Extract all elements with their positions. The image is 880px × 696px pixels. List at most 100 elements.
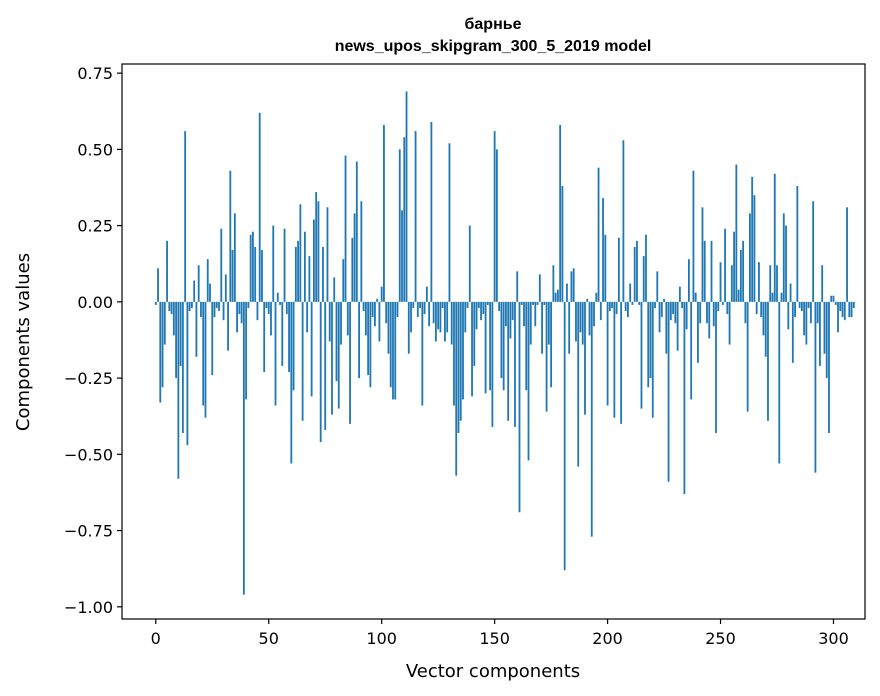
bar-82 [340, 301, 342, 345]
bar-187 [577, 301, 580, 467]
bar-300 [832, 295, 835, 302]
bar-213 [636, 240, 638, 302]
bar-190 [584, 301, 586, 415]
bar-158 [511, 301, 514, 321]
bar-233 [681, 301, 684, 308]
bar-56 [281, 301, 284, 366]
x-tick-label: 200 [592, 629, 623, 648]
bar-116 [416, 301, 419, 318]
bar-107 [396, 301, 399, 318]
bar-167 [532, 301, 534, 305]
bar-254 [728, 301, 731, 345]
y-tick-label: −0.75 [64, 522, 113, 541]
bar-42 [249, 234, 252, 302]
bar-117 [419, 301, 421, 308]
bar-39 [242, 301, 245, 595]
bar-282 [791, 301, 794, 363]
bar-103 [387, 301, 390, 354]
bar-193 [590, 301, 593, 537]
bar-299 [830, 295, 833, 302]
bar-83 [342, 259, 345, 302]
bar-72 [317, 201, 320, 302]
bar-25 [211, 301, 214, 376]
bar-173 [545, 301, 548, 412]
bar-138 [466, 301, 469, 308]
bar-22 [204, 301, 207, 418]
bar-162 [520, 301, 523, 305]
bar-96 [371, 301, 374, 318]
bar-223 [658, 301, 661, 333]
bar-92 [362, 301, 365, 312]
bar-57 [283, 228, 286, 302]
bar-226 [665, 301, 668, 354]
bar-71 [315, 192, 318, 302]
bar-3 [161, 301, 164, 388]
bar-156 [507, 301, 510, 421]
bar-120 [425, 286, 428, 302]
bar-102 [385, 301, 388, 324]
bar-134 [457, 301, 460, 433]
bar-68 [308, 256, 311, 302]
plot-frame [121, 63, 866, 620]
bar-272 [769, 265, 772, 302]
bar-268 [760, 301, 763, 318]
bar-271 [767, 301, 769, 421]
bar-144 [480, 301, 482, 321]
bar-90 [358, 301, 360, 379]
bar-13 [184, 131, 187, 302]
bar-308 [850, 301, 853, 318]
bar-234 [683, 301, 686, 494]
y-tick-label: −1.00 [64, 598, 113, 617]
bar-266 [755, 301, 758, 315]
bar-66 [303, 231, 306, 302]
bar-80 [335, 301, 338, 382]
bar-277 [780, 292, 783, 302]
bar-224 [660, 301, 663, 318]
bar-150 [493, 131, 496, 302]
bar-241 [699, 301, 702, 324]
bar-295 [821, 265, 824, 302]
bar-275 [776, 265, 778, 302]
y-tick-label: 0.25 [77, 217, 113, 236]
bar-4 [163, 301, 166, 345]
bar-294 [819, 301, 821, 366]
bar-305 [843, 301, 846, 321]
bar-2 [159, 301, 162, 403]
bar-135 [459, 301, 462, 421]
bar-166 [529, 301, 532, 345]
bar-41 [247, 301, 250, 308]
bar-98 [376, 298, 379, 302]
bar-194 [593, 301, 595, 327]
bar-176 [552, 265, 555, 302]
bar-289 [807, 301, 810, 308]
bar-239 [694, 292, 697, 302]
bar-206 [620, 301, 623, 424]
bar-196 [597, 167, 600, 302]
y-tick-label: 0.00 [77, 293, 113, 312]
bar-188 [579, 301, 582, 333]
bar-287 [803, 301, 806, 336]
bar-47 [261, 250, 263, 302]
bar-252 [724, 228, 726, 302]
bar-30 [222, 301, 225, 321]
x-tick-label: 150 [479, 629, 510, 648]
bar-161 [518, 301, 521, 513]
bar-147 [486, 301, 489, 305]
bar-230 [674, 301, 677, 324]
bar-24 [209, 283, 211, 302]
bar-17 [193, 280, 196, 302]
bar-149 [491, 301, 494, 427]
bar-121 [428, 301, 431, 327]
bar-140 [471, 301, 473, 397]
bar-218 [647, 301, 650, 388]
bar-232 [678, 286, 681, 302]
bar-279 [785, 225, 787, 302]
bar-291 [812, 201, 815, 302]
bar-76 [326, 207, 329, 302]
bar-21 [202, 301, 205, 406]
bar-69 [310, 301, 313, 397]
x-tick-label: 100 [366, 629, 397, 648]
bar-229 [672, 301, 674, 315]
bar-165 [527, 301, 530, 461]
